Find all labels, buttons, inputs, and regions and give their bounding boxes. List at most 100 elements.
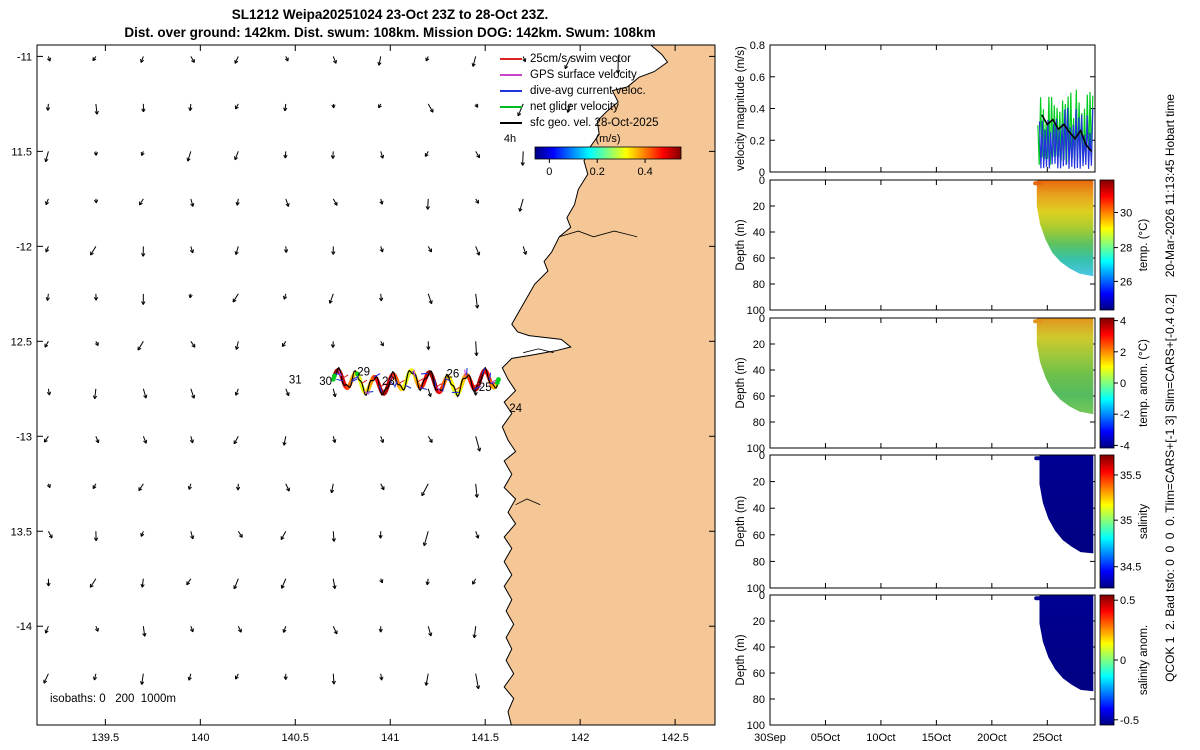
map-y-tick-label: 12.5 bbox=[11, 336, 32, 348]
waypoint-label: 26 bbox=[447, 369, 460, 381]
series-2 bbox=[1041, 114, 1093, 152]
time-tick-label: 30Sep bbox=[754, 732, 786, 744]
dive-avg-current-vector bbox=[481, 367, 486, 375]
panel-box bbox=[769, 179, 1096, 311]
time-tick-label: 15Oct bbox=[922, 732, 951, 744]
time-tick-label: 05Oct bbox=[811, 732, 840, 744]
gps-surface-velocity-vector bbox=[413, 369, 416, 376]
land-polygon bbox=[501, 45, 715, 725]
panel-box bbox=[769, 317, 1096, 449]
surface-dot bbox=[1041, 456, 1046, 461]
colorbar-tick-label: -2 bbox=[1120, 409, 1130, 421]
y-tick-label: 100 bbox=[747, 305, 765, 317]
y-tick-label: 40 bbox=[753, 503, 765, 515]
y-tick-label: 60 bbox=[753, 530, 765, 542]
swim-vector bbox=[399, 379, 405, 384]
map-colorbar-tick-label: 0.4 bbox=[637, 166, 652, 178]
y-tick-label: 0 bbox=[759, 175, 765, 187]
legend-item: 25cm/s swim vector bbox=[500, 51, 658, 67]
map-axes-box bbox=[36, 44, 716, 726]
dive-avg-current-vector bbox=[474, 385, 481, 390]
map-colorbar bbox=[534, 146, 682, 160]
data-blob bbox=[1039, 595, 1094, 692]
y-tick-label: 80 bbox=[753, 556, 765, 568]
panel-salinity-section bbox=[1034, 455, 1094, 554]
dive-avg-current-vector bbox=[404, 384, 412, 389]
panel-box bbox=[769, 594, 1096, 726]
y-tick-label: 0.8 bbox=[750, 40, 765, 52]
y-tick-label: 20 bbox=[753, 339, 765, 351]
y-tick-label: 80 bbox=[753, 417, 765, 429]
swim-vector bbox=[380, 383, 386, 388]
time-tick-label: 25Oct bbox=[1033, 732, 1062, 744]
colorbar-tick-label: 26 bbox=[1120, 276, 1132, 288]
legend-line-sample bbox=[500, 90, 522, 92]
panel-box bbox=[769, 44, 1096, 173]
swim-vector bbox=[417, 378, 424, 383]
y-axis-label: Depth (m) bbox=[735, 634, 747, 685]
swim-vector bbox=[361, 379, 368, 384]
y-tick-label: 80 bbox=[753, 694, 765, 706]
panel-colorbar bbox=[1099, 454, 1115, 589]
y-tick-label: 40 bbox=[753, 642, 765, 654]
dive-avg-current-vector bbox=[394, 380, 398, 388]
figure-titles: SL1212 Weipa20251024 23-Oct 23Z to 28-Oc… bbox=[40, 6, 740, 41]
colorbar-label: temp. (°C) bbox=[1138, 219, 1150, 272]
map-x-tick-label: 141 bbox=[381, 732, 399, 744]
dive-avg-current-vector bbox=[373, 373, 381, 378]
y-tick-label: 0 bbox=[759, 450, 765, 462]
colorbar-label: temp. anom. (°C) bbox=[1138, 339, 1150, 427]
y-tick-label: 20 bbox=[753, 477, 765, 489]
map-x-tick-label: 142 bbox=[571, 732, 589, 744]
map-y-tick-label: -11 bbox=[17, 51, 32, 63]
map-plot: 31 30 29 28 26 25 24 bbox=[43, 45, 715, 725]
legend-label: net glider velocity bbox=[530, 101, 619, 113]
colorbar-tick-label: 0.5 bbox=[1120, 595, 1135, 607]
river-line bbox=[515, 498, 541, 506]
glider-track bbox=[330, 366, 501, 398]
legend-item: GPS surface velocity bbox=[500, 67, 658, 83]
map-colorbar-tick-label: 0 bbox=[546, 166, 552, 178]
map-colorbar-tick-label: 0.2 bbox=[590, 166, 605, 178]
map-y-tick-label: -12 bbox=[16, 241, 32, 253]
data-blob bbox=[1036, 318, 1094, 415]
colorbar-tick-label: 35 bbox=[1120, 515, 1132, 527]
y-axis-label: Depth (m) bbox=[735, 496, 747, 547]
isobaths-label: isobaths: 0 200 1000m bbox=[50, 693, 176, 705]
y-tick-label: 60 bbox=[753, 668, 765, 680]
y-tick-label: 40 bbox=[753, 365, 765, 377]
map-y-tick-label: -13 bbox=[16, 431, 32, 443]
legend-item: dive-avg current veloc. bbox=[500, 83, 658, 99]
map-y-tick-label: 11.5 bbox=[11, 146, 32, 158]
series-1 bbox=[1038, 107, 1094, 169]
y-tick-label: 60 bbox=[753, 253, 765, 265]
panel-colorbar bbox=[1099, 594, 1115, 726]
swim-vector bbox=[474, 382, 480, 387]
map-x-tick-label: 141.5 bbox=[471, 732, 499, 744]
gps-surface-velocity-vector bbox=[490, 379, 497, 384]
gps-surface-velocity-vector bbox=[464, 369, 466, 376]
y-tick-label: 0.2 bbox=[750, 135, 765, 147]
waypoint-label: 29 bbox=[357, 367, 370, 379]
legend-label: sfc geo. vel. 28-Oct-2025 bbox=[530, 117, 659, 129]
y-tick-label: 0 bbox=[759, 313, 765, 325]
y-tick-label: 80 bbox=[753, 279, 765, 291]
dive-avg-current-vector bbox=[378, 385, 383, 393]
surface-dot bbox=[1038, 181, 1043, 186]
map-y-tick-label: -14 bbox=[16, 621, 32, 633]
y-tick-label: 20 bbox=[753, 201, 765, 213]
dive-avg-current-vector bbox=[420, 387, 428, 391]
dive-avg-current-vector bbox=[442, 384, 444, 392]
y-tick-label: 0 bbox=[759, 590, 765, 602]
y-axis-label: velocity magnitude (m/s) bbox=[735, 46, 747, 171]
surface-dot bbox=[1041, 596, 1046, 601]
y-tick-label: 0.4 bbox=[750, 104, 765, 116]
legend-label: 25cm/s swim vector bbox=[530, 53, 631, 65]
gps-surface-velocity-vector bbox=[388, 375, 393, 382]
net-glider-velocity-mark bbox=[496, 377, 501, 382]
map-x-tick-label: 142.5 bbox=[661, 732, 689, 744]
waypoint-label: 28 bbox=[382, 376, 395, 388]
dive-avg-current-vector bbox=[444, 377, 452, 382]
gps-surface-velocity-vector bbox=[436, 386, 441, 392]
